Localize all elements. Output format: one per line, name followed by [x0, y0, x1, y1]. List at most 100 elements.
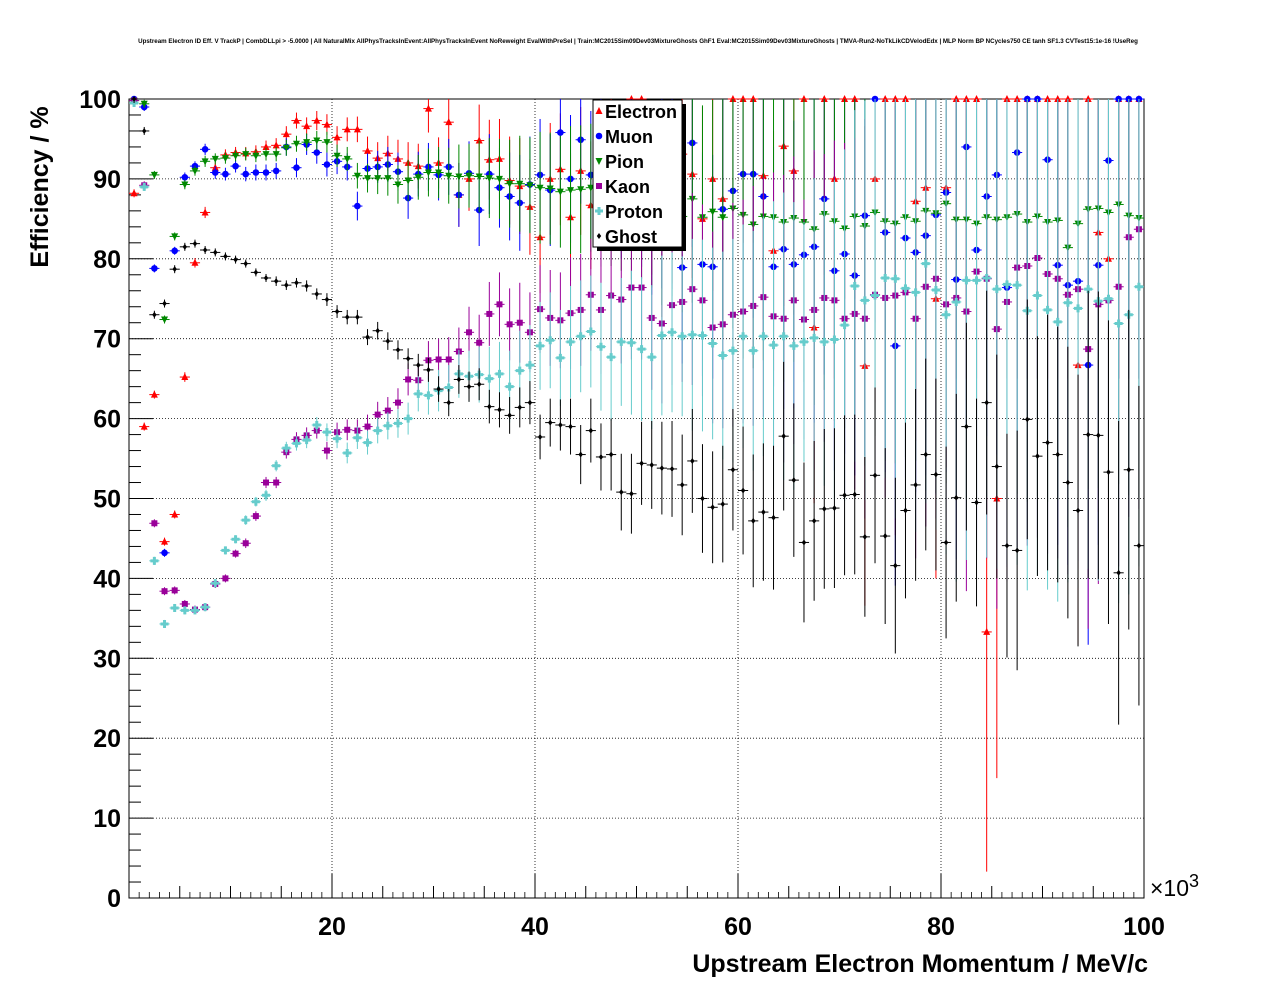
- point-ghost: [426, 366, 431, 373]
- x-tick-label: 60: [724, 913, 752, 941]
- point-ghost: [476, 381, 482, 388]
- point-pion: [475, 173, 483, 181]
- y-tick-label: 70: [93, 326, 121, 354]
- point-proton: [515, 366, 524, 375]
- point-proton: [942, 310, 951, 319]
- point-proton: [322, 428, 331, 437]
- point-proton: [637, 345, 646, 354]
- point-pion: [252, 152, 260, 160]
- point-electron: [272, 141, 280, 149]
- point-pion: [546, 185, 554, 193]
- point-ghost: [1045, 439, 1050, 446]
- point-ghost: [893, 562, 898, 569]
- y-tick-label: 30: [93, 645, 121, 673]
- point-ghost: [527, 399, 533, 406]
- point-pion: [232, 152, 240, 160]
- point-proton: [1002, 280, 1011, 289]
- point-electron: [323, 120, 331, 128]
- point-muon: [323, 161, 331, 168]
- point-proton: [404, 414, 413, 423]
- point-ghost: [456, 376, 462, 383]
- point-pion: [719, 214, 727, 222]
- point-proton: [860, 296, 869, 305]
- point-proton: [901, 284, 910, 293]
- point-proton: [607, 353, 616, 362]
- point-kaon: [476, 339, 483, 346]
- point-muon: [557, 129, 564, 136]
- point-pion: [577, 186, 585, 194]
- point-electron: [841, 95, 849, 102]
- point-proton: [312, 420, 321, 429]
- point-proton: [1104, 294, 1113, 303]
- point-electron: [333, 133, 341, 141]
- point-ghost: [1014, 547, 1020, 554]
- point-proton: [1134, 282, 1143, 291]
- point-electron: [820, 95, 828, 102]
- point-proton: [881, 273, 890, 282]
- point-electron: [1054, 95, 1062, 102]
- point-ghost: [273, 278, 279, 285]
- point-muon: [171, 247, 178, 255]
- legend-marker-kaon: [596, 183, 602, 189]
- legend-label: Muon: [605, 127, 653, 147]
- point-kaon: [181, 600, 188, 607]
- point-proton: [211, 579, 220, 588]
- y-tick-label: 0: [107, 885, 121, 913]
- point-ghost: [1004, 542, 1010, 549]
- legend-marker-electron: [595, 107, 603, 114]
- point-kaon: [394, 399, 401, 406]
- point-pion: [313, 137, 321, 145]
- point-pion: [171, 233, 179, 241]
- point-ghost: [913, 481, 918, 488]
- point-pion: [343, 155, 351, 163]
- point-muon: [211, 169, 219, 176]
- legend-box: [592, 99, 683, 248]
- point-proton: [739, 332, 748, 341]
- point-proton: [799, 337, 808, 346]
- point-ghost: [263, 274, 269, 281]
- data-points: [129, 95, 1144, 872]
- point-ghost: [487, 403, 492, 410]
- point-pion: [353, 172, 361, 180]
- point-proton: [1114, 319, 1123, 328]
- point-ghost: [152, 311, 157, 318]
- point-ghost: [558, 421, 563, 428]
- point-proton: [292, 439, 301, 448]
- point-pion: [424, 169, 432, 177]
- point-electron: [475, 136, 483, 144]
- point-proton: [1043, 305, 1052, 314]
- point-kaon: [252, 513, 259, 520]
- point-proton: [627, 338, 636, 347]
- point-kaon: [496, 301, 503, 308]
- point-ghost: [649, 461, 654, 468]
- point-proton: [657, 331, 666, 340]
- point-proton: [566, 337, 575, 346]
- point-electron: [800, 95, 808, 102]
- point-ghost: [182, 243, 188, 250]
- legend-label: Pion: [605, 152, 644, 172]
- chart-title: Upstream Electron ID Eff. V TrackP | Com…: [138, 38, 1138, 45]
- point-ghost: [720, 501, 725, 508]
- point-electron: [161, 537, 169, 545]
- point-proton: [718, 351, 727, 360]
- point-pion: [506, 180, 514, 188]
- point-ghost: [822, 505, 827, 512]
- point-muon: [151, 265, 158, 272]
- point-proton: [688, 330, 697, 339]
- point-ghost: [933, 471, 939, 478]
- point-ghost: [710, 504, 715, 511]
- point-proton: [485, 374, 494, 383]
- point-proton: [444, 383, 453, 392]
- point-pion: [140, 100, 148, 108]
- point-proton: [414, 389, 423, 398]
- point-ghost: [588, 427, 594, 434]
- point-ghost: [446, 399, 451, 406]
- point-pion: [414, 174, 422, 182]
- point-ghost: [517, 404, 522, 411]
- point-pion: [495, 175, 503, 183]
- point-pion: [272, 151, 280, 159]
- point-ghost: [659, 465, 665, 472]
- point-ghost: [1025, 416, 1030, 423]
- point-ghost: [466, 383, 472, 390]
- x-tick-label: 100: [1123, 913, 1165, 941]
